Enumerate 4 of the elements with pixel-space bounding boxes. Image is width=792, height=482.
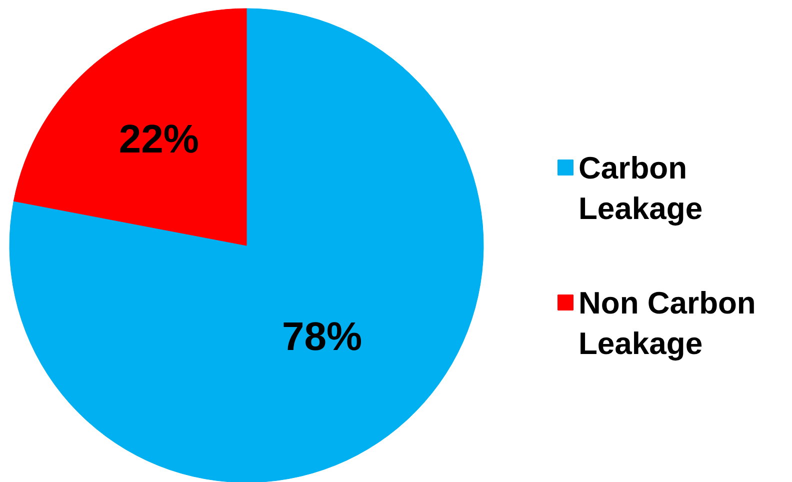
data-label: 78% xyxy=(282,314,362,359)
data-label: 22% xyxy=(118,118,199,162)
legend-label: Non Carbon Leakage xyxy=(578,286,756,361)
legend-label: Carbon Leakage xyxy=(578,150,703,226)
